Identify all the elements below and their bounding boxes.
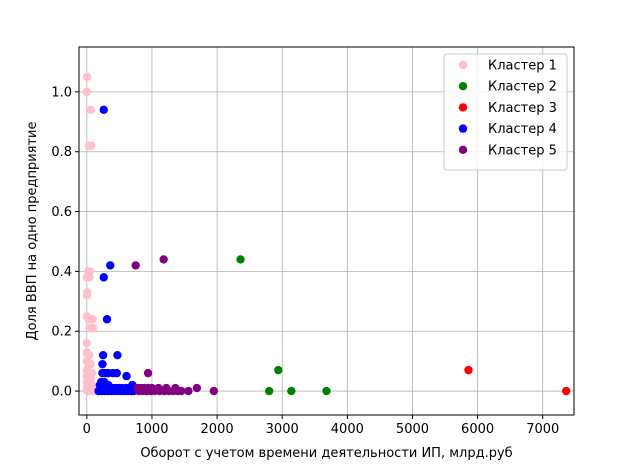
grid <box>79 47 574 415</box>
data-point <box>192 383 202 393</box>
data-point <box>177 386 186 396</box>
data-point <box>184 386 193 396</box>
y-tick-label: 0.6 <box>51 205 72 220</box>
data-point <box>464 365 473 375</box>
y-tick-label: 0.2 <box>51 325 72 340</box>
data-point <box>561 386 571 396</box>
legend-label: Кластер 2 <box>488 80 557 95</box>
data-point <box>98 350 108 360</box>
data-point <box>102 315 112 324</box>
data-point <box>209 386 219 396</box>
legend-marker <box>458 82 468 91</box>
y-tick-label: 0.4 <box>51 265 72 280</box>
data-point <box>98 359 107 369</box>
data-point <box>86 359 95 369</box>
legend-label: Кластер 1 <box>488 59 557 74</box>
y-tick-label: 0.8 <box>51 145 72 160</box>
y-tick-label: 0.0 <box>51 385 72 400</box>
data-point <box>89 324 98 333</box>
legend-label: Кластер 4 <box>488 122 557 137</box>
x-tick-label: 3000 <box>266 422 299 437</box>
data-point <box>143 368 153 378</box>
x-tick-label: 5000 <box>396 422 429 437</box>
data-point <box>274 365 283 375</box>
plot-frame <box>78 46 575 416</box>
legend-marker <box>458 60 468 70</box>
data-point <box>86 105 95 115</box>
data-point <box>112 368 121 378</box>
x-tick-label: 4000 <box>331 422 364 437</box>
data-point <box>322 386 331 396</box>
legend-marker <box>458 145 468 154</box>
data-point <box>106 261 115 270</box>
data-point <box>82 338 92 348</box>
axis-ticks: 0 1000 2000 3000 4000 5000 6000 7000 0.0 0.2 0.4 0.… <box>51 85 559 437</box>
data-point <box>236 255 245 264</box>
data-point <box>88 315 97 324</box>
data-point <box>131 261 140 270</box>
data-point <box>82 87 92 97</box>
x-tick-label: 1000 <box>135 422 168 437</box>
x-tick-label: 0 <box>83 422 91 437</box>
series-5 <box>131 255 219 396</box>
legend-label: Кластер 3 <box>488 101 557 116</box>
data-point <box>99 105 108 115</box>
x-tick-label: 7000 <box>526 422 559 437</box>
data-point <box>113 350 122 360</box>
series-4 <box>94 105 140 396</box>
data-point <box>287 386 296 396</box>
x-tick-label: 6000 <box>461 422 494 437</box>
legend-box <box>443 53 568 171</box>
data-point <box>85 273 94 282</box>
series-2 <box>236 255 331 396</box>
x-tick-label: 2000 <box>201 422 234 437</box>
legend: Кластер 1 Кластер 2 Кластер 3 Кластер 4 Клас… <box>443 53 568 171</box>
data-point <box>122 371 131 381</box>
data-point <box>82 72 92 82</box>
y-tick-label: 1.0 <box>51 85 72 100</box>
x-axis-label: Оборот с учетом времени деятельности ИП,… <box>140 446 512 461</box>
legend-marker <box>458 124 468 133</box>
data-point <box>87 141 96 150</box>
series-3 <box>464 365 571 396</box>
legend-label: Кластер 5 <box>488 143 557 158</box>
data-point <box>264 386 274 396</box>
y-axis-label: Доля ВВП на одно предприятие <box>25 121 40 340</box>
data-point <box>159 255 168 264</box>
legend-marker <box>458 103 468 112</box>
data-point <box>99 273 108 282</box>
data-point <box>82 291 92 300</box>
data-points <box>82 72 571 396</box>
